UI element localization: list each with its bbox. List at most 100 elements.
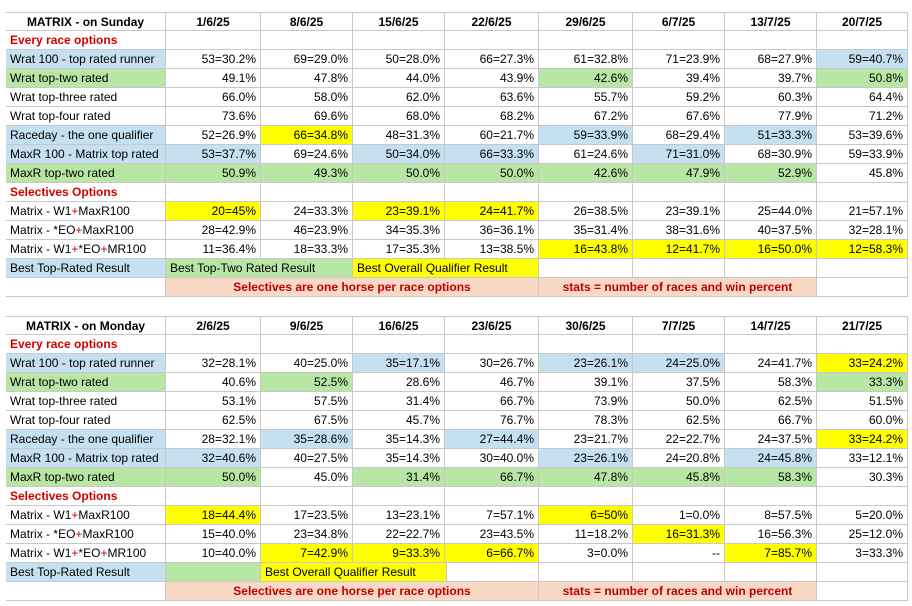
sunday-legend-best-top-two[interactable]: Best Top-Two Rated Result	[166, 259, 353, 278]
monday-selective-cell[interactable]: 8=57.5%	[725, 506, 817, 525]
monday-selective-cell[interactable]: 6=66.7%	[445, 544, 539, 563]
sunday-selective-cell[interactable]: 38=31.6%	[633, 221, 725, 240]
sunday-every-race-cell[interactable]: 71.2%	[817, 107, 908, 126]
monday-every-race-cell[interactable]: 73.9%	[539, 392, 633, 411]
sunday-selective-label[interactable]: Matrix - W1+*EO+MR100	[6, 240, 166, 259]
monday-selective-cell[interactable]: 7=57.1%	[445, 506, 539, 525]
monday-every-race-cell[interactable]: 53.1%	[166, 392, 261, 411]
sunday-every-race-cell[interactable]: 69.6%	[261, 107, 353, 126]
monday-every-race-cell[interactable]: 33=24.2%	[817, 354, 908, 373]
monday-every-race-cell[interactable]: 50.0%	[633, 392, 725, 411]
sunday-selective-cell[interactable]: 35=31.4%	[539, 221, 633, 240]
sunday-every-race-cell[interactable]: 49.3%	[261, 164, 353, 183]
monday-every-race-cell[interactable]: 47.8%	[539, 468, 633, 487]
sunday-selective-cell[interactable]: 25=44.0%	[725, 202, 817, 221]
monday-every-race-label[interactable]: MaxR 100 - Matrix top rated	[6, 449, 166, 468]
monday-every-race-cell[interactable]: 35=28.6%	[261, 430, 353, 449]
sunday-every-race-cell[interactable]: 71=31.0%	[633, 145, 725, 164]
sunday-every-race-cell[interactable]: 45.8%	[817, 164, 908, 183]
sunday-every-race-cell[interactable]: 77.9%	[725, 107, 817, 126]
sunday-selective-label[interactable]: Matrix - W1+MaxR100	[6, 202, 166, 221]
monday-selective-cell[interactable]: 3=0.0%	[539, 544, 633, 563]
monday-every-race-label[interactable]: Wrat 100 - top rated runner	[6, 354, 166, 373]
sunday-selective-cell[interactable]: 12=58.3%	[817, 240, 908, 259]
monday-selective-cell[interactable]: 11=18.2%	[539, 525, 633, 544]
sunday-every-race-cell[interactable]: 50=28.0%	[353, 50, 445, 69]
monday-selective-cell[interactable]: 17=23.5%	[261, 506, 353, 525]
monday-selective-cell[interactable]: 10=40.0%	[166, 544, 261, 563]
sunday-every-race-cell[interactable]: 71=23.9%	[633, 50, 725, 69]
monday-note-stats[interactable]: stats = number of races and win percent	[539, 582, 817, 601]
sunday-date-2[interactable]: 8/6/25	[261, 12, 353, 31]
monday-date-6[interactable]: 7/7/25	[633, 316, 725, 335]
monday-selective-cell[interactable]: 5=20.0%	[817, 506, 908, 525]
sunday-every-race-cell[interactable]: 66.0%	[166, 88, 261, 107]
sunday-date-7[interactable]: 13/7/25	[725, 12, 817, 31]
sunday-selective-cell[interactable]: 18=33.3%	[261, 240, 353, 259]
monday-selectives-heading[interactable]: Selectives Options	[6, 487, 166, 506]
monday-selective-cell[interactable]: 7=42.9%	[261, 544, 353, 563]
sunday-date-5[interactable]: 29/6/25	[539, 12, 633, 31]
sunday-selective-cell[interactable]: 46=23.9%	[261, 221, 353, 240]
monday-every-race-cell[interactable]: 24=41.7%	[725, 354, 817, 373]
monday-every-race-cell[interactable]: 76.7%	[445, 411, 539, 430]
sunday-every-race-cell[interactable]: 53=30.2%	[166, 50, 261, 69]
sunday-every-race-cell[interactable]: 66=33.3%	[445, 145, 539, 164]
sunday-every-race-cell[interactable]: 42.6%	[539, 164, 633, 183]
sunday-date-4[interactable]: 22/6/25	[445, 12, 539, 31]
sunday-every-race-cell[interactable]: 59=33.9%	[817, 145, 908, 164]
sunday-every-race-cell[interactable]: 61=32.8%	[539, 50, 633, 69]
sunday-every-race-cell[interactable]: 60=21.7%	[445, 126, 539, 145]
sunday-every-race-cell[interactable]: 59.2%	[633, 88, 725, 107]
sunday-every-race-cell[interactable]: 68=30.9%	[725, 145, 817, 164]
sunday-every-race-cell[interactable]: 66=27.3%	[445, 50, 539, 69]
sunday-date-3[interactable]: 15/6/25	[353, 12, 445, 31]
monday-every-race-label[interactable]: Wrat top-three rated	[6, 392, 166, 411]
monday-selective-cell[interactable]: 23=34.8%	[261, 525, 353, 544]
sunday-every-race-cell[interactable]: 53=37.7%	[166, 145, 261, 164]
monday-selective-cell[interactable]: 25=12.0%	[817, 525, 908, 544]
sunday-every-race-label[interactable]: MaxR 100 - Matrix top rated	[6, 145, 166, 164]
sunday-every-race-cell[interactable]: 63.6%	[445, 88, 539, 107]
sunday-every-race-cell[interactable]: 60.3%	[725, 88, 817, 107]
monday-every-race-label[interactable]: Wrat top-two rated	[6, 373, 166, 392]
sunday-every-race-heading[interactable]: Every race options	[6, 31, 166, 50]
sunday-every-race-cell[interactable]: 68.0%	[353, 107, 445, 126]
monday-selective-cell[interactable]: 16=56.3%	[725, 525, 817, 544]
monday-selective-label[interactable]: Matrix - W1+MaxR100	[6, 506, 166, 525]
sunday-every-race-cell[interactable]: 47.8%	[261, 69, 353, 88]
monday-every-race-cell[interactable]: 23=26.1%	[539, 449, 633, 468]
sunday-every-race-cell[interactable]: 49.1%	[166, 69, 261, 88]
sunday-selective-cell[interactable]: 26=38.5%	[539, 202, 633, 221]
sunday-every-race-cell[interactable]: 69=24.6%	[261, 145, 353, 164]
sunday-every-race-cell[interactable]: 51=33.3%	[725, 126, 817, 145]
monday-every-race-cell[interactable]: 30=40.0%	[445, 449, 539, 468]
monday-every-race-cell[interactable]: 45.8%	[633, 468, 725, 487]
sunday-selective-cell[interactable]: 21=57.1%	[817, 202, 908, 221]
monday-selective-label[interactable]: Matrix - W1+*EO+MR100	[6, 544, 166, 563]
sunday-selective-cell[interactable]: 36=36.1%	[445, 221, 539, 240]
sunday-every-race-label[interactable]: Raceday - the one qualifier	[6, 126, 166, 145]
sunday-every-race-cell[interactable]: 39.7%	[725, 69, 817, 88]
monday-note-selectives[interactable]: Selectives are one horse per race option…	[166, 582, 539, 601]
monday-every-race-cell[interactable]: 58.3%	[725, 468, 817, 487]
sunday-selective-cell[interactable]: 28=42.9%	[166, 221, 261, 240]
monday-every-race-cell[interactable]: 28.6%	[353, 373, 445, 392]
sunday-every-race-cell[interactable]: 68=27.9%	[725, 50, 817, 69]
monday-selective-cell[interactable]: 6=50%	[539, 506, 633, 525]
sunday-every-race-cell[interactable]: 50.8%	[817, 69, 908, 88]
sunday-every-race-label[interactable]: Wrat top-three rated	[6, 88, 166, 107]
sunday-note-stats[interactable]: stats = number of races and win percent	[539, 278, 817, 297]
sunday-every-race-label[interactable]: MaxR top-two rated	[6, 164, 166, 183]
sunday-selective-cell[interactable]: 17=35.3%	[353, 240, 445, 259]
monday-selective-cell[interactable]: 18=44.4%	[166, 506, 261, 525]
monday-selective-cell[interactable]: 7=85.7%	[725, 544, 817, 563]
monday-every-race-cell[interactable]: 60.0%	[817, 411, 908, 430]
sunday-date-6[interactable]: 6/7/25	[633, 12, 725, 31]
monday-selective-cell[interactable]: 1=0.0%	[633, 506, 725, 525]
sunday-every-race-cell[interactable]: 62.0%	[353, 88, 445, 107]
monday-every-race-cell[interactable]: 24=37.5%	[725, 430, 817, 449]
monday-every-race-label[interactable]: Raceday - the one qualifier	[6, 430, 166, 449]
monday-every-race-cell[interactable]: 39.1%	[539, 373, 633, 392]
monday-selective-cell[interactable]: 22=22.7%	[353, 525, 445, 544]
